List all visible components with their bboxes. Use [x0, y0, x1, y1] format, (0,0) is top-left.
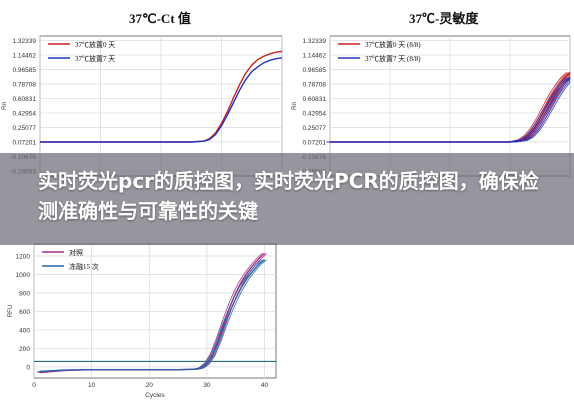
y-tick-label: 0.07201 — [303, 139, 327, 146]
legend-label-2: 37℃放置7 天 — [75, 54, 115, 63]
y-tick-label: 0.60831 — [13, 96, 37, 103]
plot-area-3 — [33, 243, 277, 379]
y-axis-label: Rn — [2, 102, 8, 110]
y-axis-label: Rn — [292, 102, 298, 110]
x-tick-label: 10 — [88, 382, 96, 389]
legend-label-1: 对照 — [69, 248, 83, 257]
legend-label-2: 37℃放置7 天 (8/8) — [365, 54, 421, 63]
y-tick-label: 1.14462 — [303, 53, 327, 60]
y-tick-label: 1.32339 — [13, 38, 37, 45]
chart-1: 1.32339 1.14462 0.96585 0.78708 0.60831 0.429… — [2, 35, 283, 177]
legend-label-2: 冻融15 次 — [69, 262, 99, 271]
y-tick-label: 0.25077 — [303, 125, 327, 132]
y-tick-label: 0.96585 — [303, 67, 327, 74]
legend-label-1: 37℃放置0 天 — [75, 40, 115, 49]
legend-label-1: 37℃放置0 天 (8/8) — [365, 40, 421, 49]
y-tick-label: 0.60831 — [303, 96, 327, 103]
y-tick-label: 0.96585 — [13, 67, 37, 74]
y-tick-label: 0.07201 — [13, 139, 37, 146]
x-tick-label: 30 — [203, 382, 211, 389]
y-tick-label: 800 — [19, 290, 30, 297]
x-tick-label: 40 — [261, 382, 269, 389]
series-line-2 — [40, 57, 283, 143]
x-tick-label: 0 — [32, 382, 36, 389]
chart-1-title: 37℃-Ct 值 — [129, 11, 191, 26]
y-tick-label: 0.42954 — [13, 110, 37, 117]
chart-2: 1.32339 1.14462 0.96585 0.78708 0.60831 0.429… — [292, 35, 571, 177]
title-banner — [0, 153, 574, 245]
banner-text: 实时荧光pcr的质控图，实时荧光PCR的质控图，确保检测准确性与可靠性的关键 — [38, 169, 539, 223]
y-tick-label: 400 — [19, 327, 30, 334]
y-tick-label: 0.78708 — [303, 81, 327, 88]
x-axis-label: Cycles — [145, 392, 165, 399]
replicate-line — [42, 259, 268, 372]
y-tick-label: 200 — [19, 346, 30, 353]
y-tick-label: 0 — [26, 364, 30, 371]
replicate-line — [335, 77, 571, 143]
y-tick-label: 1.14462 — [13, 53, 37, 60]
y-tick-label: 0.25077 — [13, 125, 37, 132]
y-tick-label: 600 — [19, 309, 30, 316]
y-tick-label: 1000 — [16, 272, 31, 279]
x-tick-label: 20 — [146, 382, 154, 389]
y-axis-label: RFU — [8, 305, 14, 317]
chart-2-title: 37℃-灵敏度 — [409, 11, 479, 26]
y-tick-label: 0.78708 — [13, 81, 37, 88]
y-tick-label: 1200 — [16, 254, 31, 261]
chart-3: 0 200 400 600 800 1000 1200 0 10 20 30 40 RFU Cycles 对… — [8, 243, 277, 399]
y-tick-label: 1.32339 — [303, 38, 327, 45]
y-tick-label: 0.42954 — [303, 110, 327, 117]
